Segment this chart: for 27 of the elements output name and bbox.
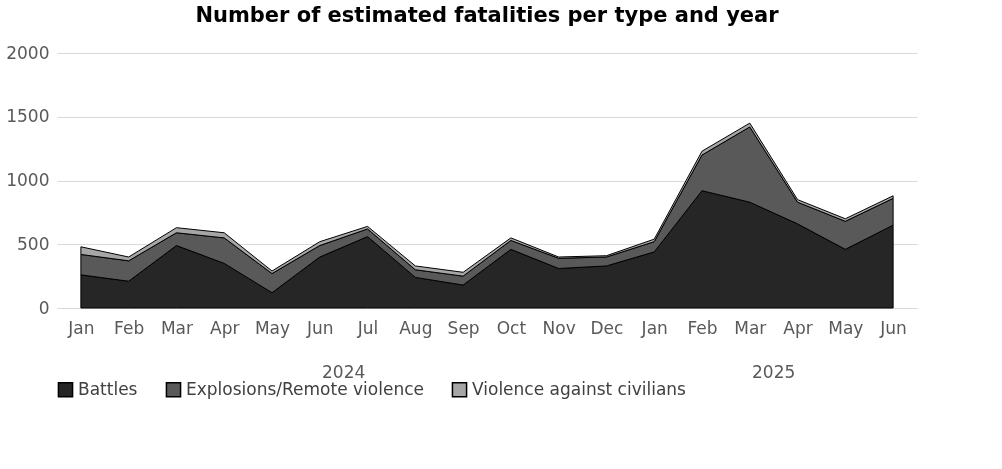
y-tick-label: 2000 xyxy=(6,42,50,63)
x-tick-label: Apr xyxy=(210,317,240,338)
legend-label: Battles xyxy=(78,378,138,399)
chart-title: Number of estimated fatalities per type and year xyxy=(195,3,780,27)
y-tick-label: 0 xyxy=(38,297,50,318)
y-tick-label: 1500 xyxy=(6,106,50,127)
x-tick-label: Aug xyxy=(399,317,433,338)
x-tick-label: Apr xyxy=(783,317,813,338)
x-tick-label: Jun xyxy=(879,317,907,338)
x-tick-label: Feb xyxy=(114,317,145,338)
x-tick-label: May xyxy=(254,317,291,338)
x-tick-label: Jun xyxy=(306,317,334,338)
x-tick-label: Oct xyxy=(496,317,527,338)
x-tick-label: Dec xyxy=(590,317,624,338)
legend-label: Violence against civilians xyxy=(472,378,687,399)
y-tick-label: 500 xyxy=(17,233,50,254)
text: 2025 xyxy=(752,362,796,382)
x-tick-label: Jan xyxy=(640,317,668,338)
x-tick-label: Mar xyxy=(734,317,767,338)
x-tick-label: Sep xyxy=(447,317,480,338)
x-tick-label: Nov xyxy=(542,317,576,338)
x-tick-label: Jan xyxy=(67,317,95,338)
y-tick-label: 1000 xyxy=(6,170,50,190)
x-tick-label: May xyxy=(828,317,864,338)
x-tick-label: Jul xyxy=(356,317,379,338)
x-tick-label: Feb xyxy=(687,317,718,338)
x-tick-label: Mar xyxy=(160,317,193,338)
